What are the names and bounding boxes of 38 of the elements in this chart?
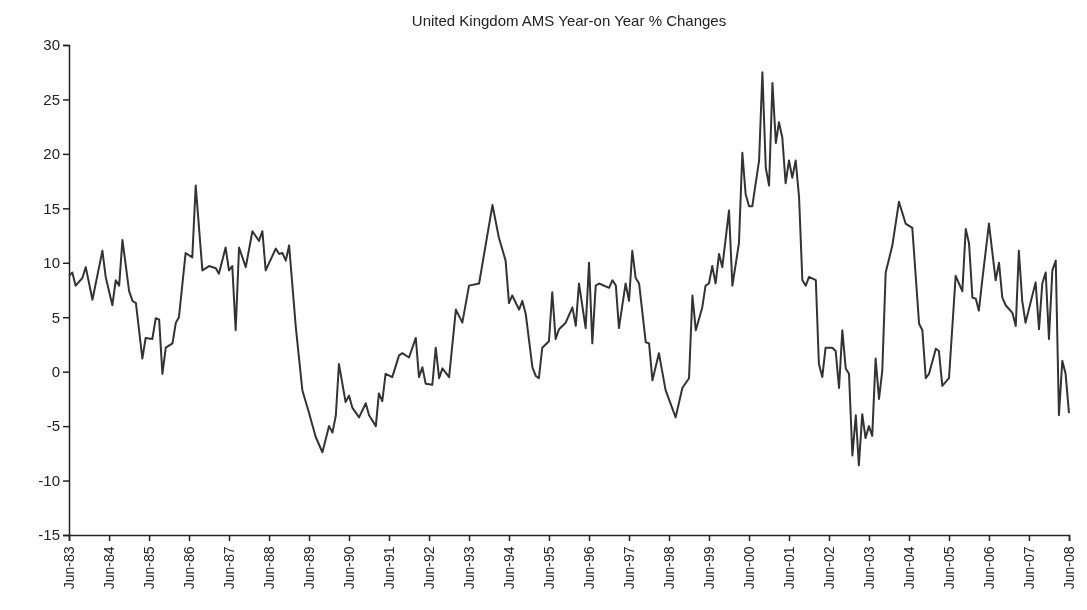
x-tick-label: Jun-08 xyxy=(1060,546,1077,590)
x-tick-label: Jun-95 xyxy=(540,546,557,590)
x-tick-label: Jun-01 xyxy=(780,546,797,590)
x-tick-label: Jun-93 xyxy=(461,546,477,590)
x-tick-label: Jun-90 xyxy=(340,546,357,590)
x-tick-label: Jun-07 xyxy=(1020,546,1037,590)
y-tick-label: 0 xyxy=(51,362,60,380)
y-tick-label: 15 xyxy=(43,199,60,217)
y-tick-label: 30 xyxy=(43,36,60,54)
x-tick-label: Jun-85 xyxy=(141,546,158,590)
x-tick-label: Jun-00 xyxy=(741,546,758,590)
line-series xyxy=(68,71,1070,467)
x-tick-label: Jun-92 xyxy=(421,546,438,590)
x-tick-label: Jun-04 xyxy=(900,546,917,590)
x-tick-label: Jun-89 xyxy=(301,546,318,590)
x-tick-label: Jun-99 xyxy=(700,546,717,590)
x-tick-label: Jun-87 xyxy=(220,546,237,590)
y-tick-label: -10 xyxy=(38,471,60,489)
x-tick-label: Jun-83 xyxy=(60,546,77,590)
x-tick-label: Jun-06 xyxy=(980,546,997,590)
x-tick-label: Jun-96 xyxy=(581,546,598,590)
y-tick-label: -15 xyxy=(38,526,60,544)
x-tick-label: Jun-05 xyxy=(940,546,957,590)
y-tick-label: 5 xyxy=(51,308,60,326)
x-tick-label: Jun-86 xyxy=(181,546,197,590)
y-tick-label: -5 xyxy=(46,417,60,435)
x-tick-label: Jun-97 xyxy=(620,546,637,590)
x-tick-label: Jun-94 xyxy=(500,546,517,590)
x-tick-label: Jun-91 xyxy=(380,546,397,590)
chart-title: United Kingdom AMS Year-on Year % Changes xyxy=(411,12,727,29)
x-tick-label: Jun-98 xyxy=(660,546,677,590)
x-tick-label: Jun-03 xyxy=(860,546,877,590)
x-tick-label: Jun-88 xyxy=(261,546,278,590)
y-tick-label: 20 xyxy=(43,145,60,163)
y-tick-label: 10 xyxy=(43,254,60,272)
y-tick-label: 25 xyxy=(43,90,60,108)
x-tick-label: Jun-84 xyxy=(101,546,118,590)
x-tick-label: Jun-02 xyxy=(820,546,837,590)
